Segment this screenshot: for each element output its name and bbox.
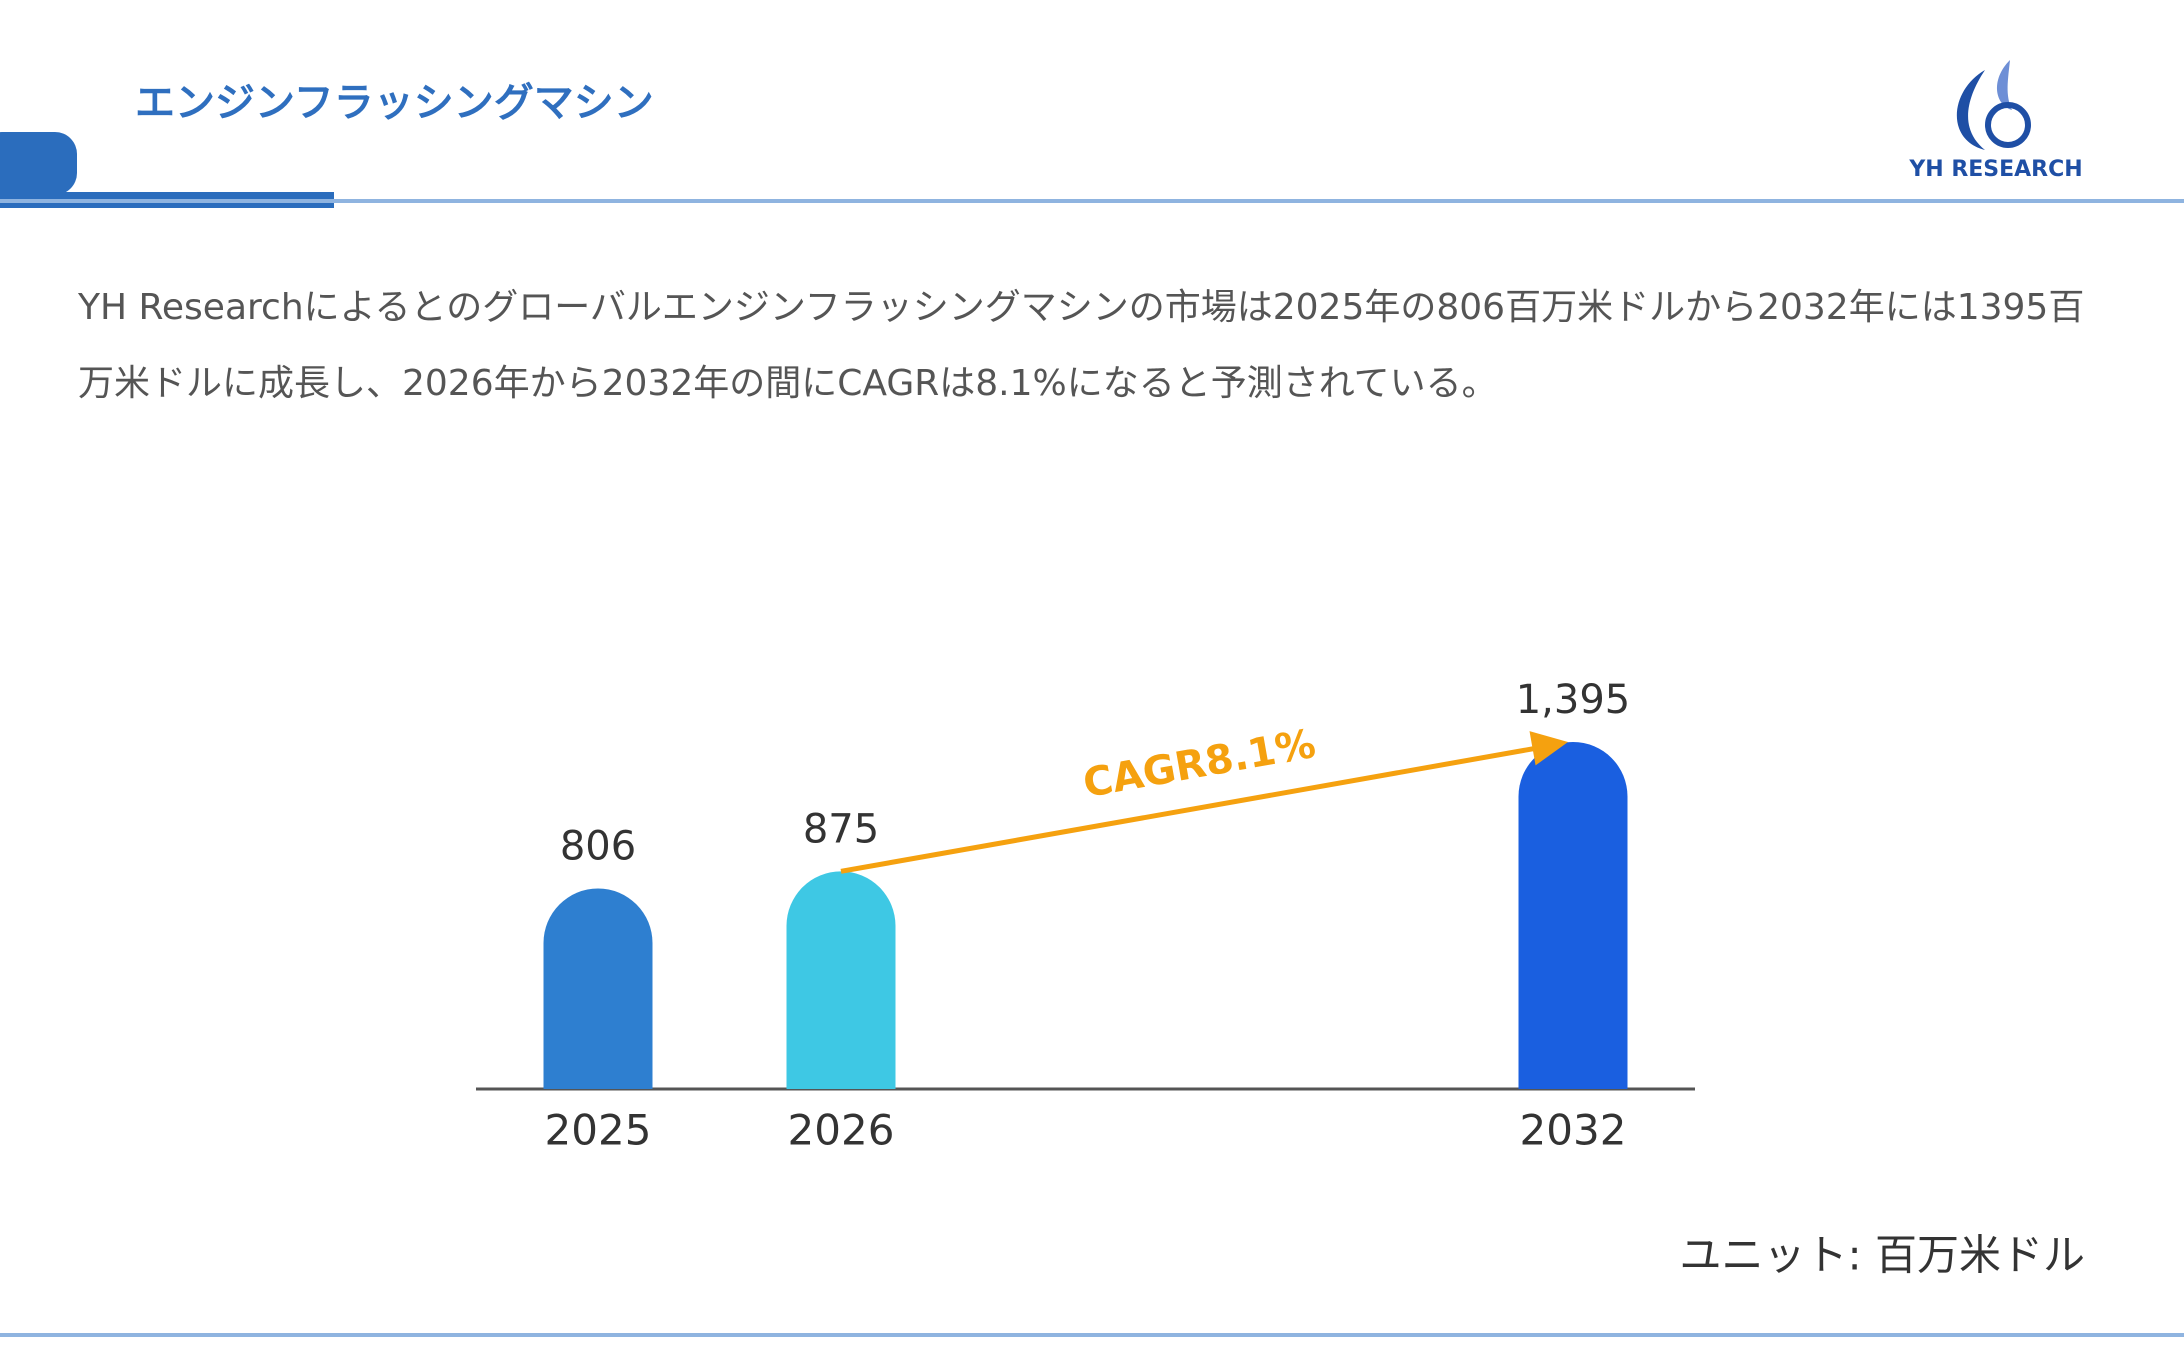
description: YH Researchによるとのグローバルエンジンフラッシングマシンの市場は20… (78, 287, 2085, 404)
cagr-arrow (840, 744, 1544, 874)
bar (543, 888, 653, 1089)
header-line (0, 199, 2184, 203)
value-label: 1,395 (1516, 677, 1631, 723)
value-label: 875 (803, 806, 879, 852)
unit-label: ユニット: 百万米ドル (1679, 1231, 2085, 1280)
x-tick-label: 2025 (545, 1106, 652, 1155)
header-tab (0, 132, 77, 195)
cagr-arrowhead (1529, 731, 1568, 766)
logo-text: YH RESEARCH (1908, 157, 2082, 182)
logo: YH RESEARCH (1908, 60, 2083, 182)
bar (786, 871, 896, 1089)
bar (1518, 742, 1628, 1089)
x-tick-label: 2032 (1520, 1106, 1627, 1155)
x-tick-label: 2026 (788, 1106, 895, 1155)
footer-line (0, 1333, 2184, 1337)
value-label: 806 (560, 824, 636, 870)
page-title: エンジンフラッシングマシン (135, 80, 654, 126)
